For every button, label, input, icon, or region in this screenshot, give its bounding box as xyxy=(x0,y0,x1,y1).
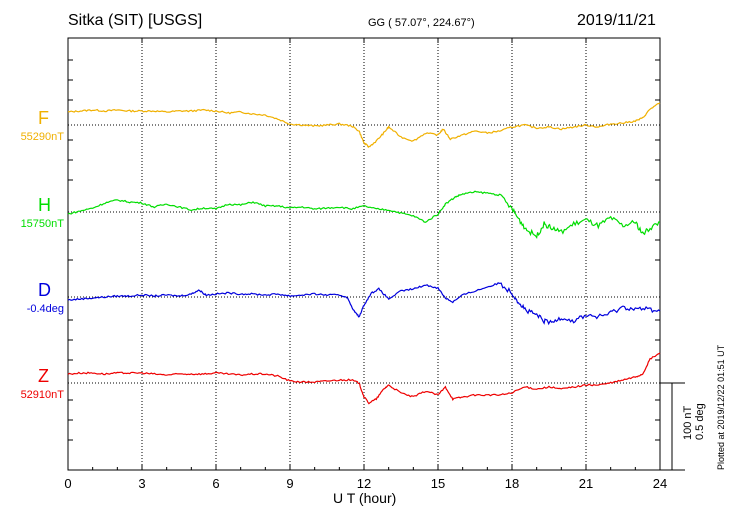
x-tick-label: 9 xyxy=(286,476,293,491)
baseline-value-z: 52910nT xyxy=(20,389,64,401)
scale-deg-label: 0.5 deg xyxy=(694,403,706,440)
series-line-z xyxy=(67,352,661,405)
series-layer xyxy=(67,102,661,405)
series-line-d xyxy=(67,282,661,326)
series-name-d: D xyxy=(38,280,51,300)
x-tick-label: 18 xyxy=(505,476,519,491)
x-tick-label: 0 xyxy=(64,476,71,491)
station-title: Sitka (SIT) [USGS] xyxy=(68,12,203,29)
x-tick-label: 3 xyxy=(138,476,145,491)
baseline-value-d: -0.4deg xyxy=(26,303,64,315)
grid-lines xyxy=(68,38,660,470)
x-axis-label: U T (hour) xyxy=(333,490,397,506)
x-tick-label: 6 xyxy=(212,476,219,491)
baseline-value-f: 55290nT xyxy=(20,131,64,143)
scale-bar xyxy=(660,382,685,471)
x-axis-ticks: 0 3 6 9 12 15 18 21 24 xyxy=(64,38,667,491)
x-tick-label: 21 xyxy=(579,476,593,491)
x-tick-label: 12 xyxy=(357,476,371,491)
series-name-z: Z xyxy=(38,366,49,386)
series-line-h xyxy=(67,190,661,240)
series-name-h: H xyxy=(38,195,51,215)
baseline-value-h: 15750nT xyxy=(20,218,64,230)
scale-nt-label: 100 nT xyxy=(682,405,694,440)
date-label: 2019/11/21 xyxy=(577,12,656,29)
x-tick-label: 15 xyxy=(431,476,445,491)
x-tick-label: 24 xyxy=(653,476,667,491)
plotted-timestamp: Plotted at 2019/12/22 01:51 UT xyxy=(716,344,726,470)
geographic-coordinates: GG ( 57.07°, 224.67°) xyxy=(368,17,475,29)
series-line-f xyxy=(67,102,661,149)
series-name-f: F xyxy=(38,108,49,128)
